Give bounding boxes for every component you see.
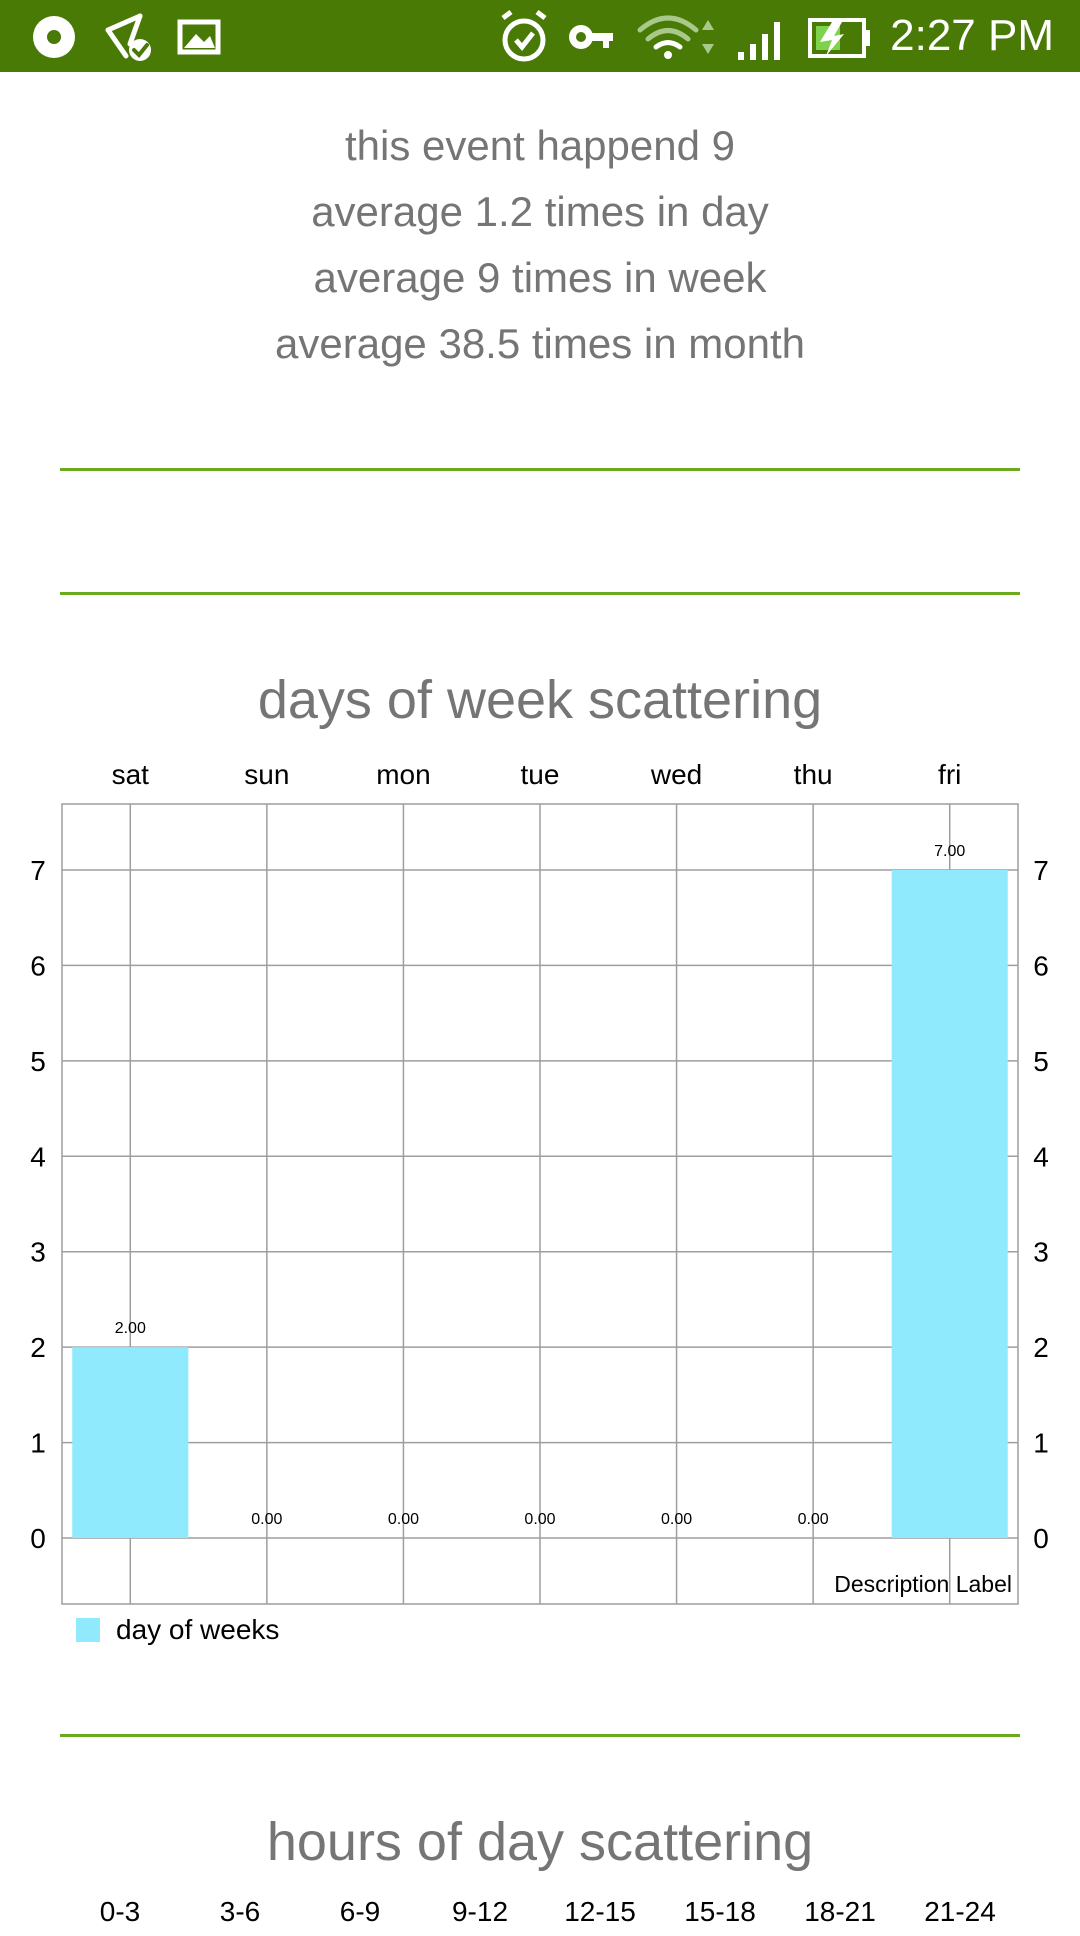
y-tick-label-right: 1	[1033, 1428, 1049, 1459]
disc-icon	[33, 16, 75, 58]
hour-x-tick-label: 9-12	[451, 1896, 509, 1927]
week-chart-title: days of week scattering	[257, 670, 823, 730]
status-time: 2:27 PM	[890, 11, 1054, 60]
y-tick-label-left: 2	[30, 1332, 46, 1363]
y-tick-label-right: 7	[1033, 855, 1049, 886]
y-tick-label-left: 5	[30, 1046, 46, 1077]
y-tick-label-right: 2	[1033, 1332, 1049, 1363]
key-icon	[569, 25, 613, 49]
bar-value-label: 0.00	[661, 1511, 692, 1528]
y-tick-label-left: 6	[30, 950, 46, 981]
y-tick-label-right: 6	[1033, 950, 1049, 981]
y-tick-label-right: 5	[1033, 1046, 1049, 1077]
status-bar: 2:27 PM	[0, 0, 1080, 72]
x-tick-label: thu	[794, 759, 833, 790]
hour-x-tick-label: 0-3	[99, 1896, 141, 1927]
divider-2	[60, 592, 1020, 595]
bar	[891, 870, 1008, 1538]
hour-x-tick-label: 18-21	[804, 1896, 876, 1927]
hour-x-tick-label: 12-15	[564, 1896, 636, 1927]
x-tick-label: fri	[938, 759, 961, 790]
divider-1	[60, 468, 1020, 471]
bar-value-label: 7.00	[934, 843, 965, 860]
event-count-text: this event happend 9	[345, 122, 735, 169]
average-day-text: average 1.2 times in day	[311, 188, 769, 235]
status-icons	[33, 10, 870, 62]
average-month-text: average 38.5 times in month	[275, 320, 805, 367]
hour-x-tick-label: 3-6	[219, 1896, 261, 1927]
y-tick-label-left: 3	[30, 1237, 46, 1268]
bar-value-label: 0.00	[388, 1511, 419, 1528]
hour-x-tick-label: 21-24	[924, 1896, 996, 1927]
signal-icon	[738, 22, 780, 60]
bar-value-label: 0.00	[524, 1511, 555, 1528]
y-tick-label-left: 1	[30, 1428, 46, 1459]
chart-description: Description Label	[834, 1571, 1012, 1597]
x-tick-label: sat	[112, 759, 150, 790]
y-tick-label-right: 3	[1033, 1237, 1049, 1268]
share-check-icon	[105, 13, 151, 61]
bar-value-label: 0.00	[798, 1511, 829, 1528]
x-tick-label: mon	[376, 759, 430, 790]
event-stats: this event happend 9 average 1.2 times i…	[0, 116, 1080, 380]
hour-chart-x-labels: 0-3 3-6 6-9 9-12 12-15 15-18 18-21 21-24	[60, 1896, 1020, 1936]
bar	[72, 1347, 189, 1538]
legend-swatch	[76, 1618, 100, 1642]
image-icon	[177, 19, 221, 55]
x-tick-label: tue	[521, 759, 560, 790]
bar-value-label: 2.00	[115, 1320, 146, 1337]
y-tick-label-left: 7	[30, 855, 46, 886]
battery-charging-icon	[808, 18, 870, 58]
average-week-text: average 9 times in week	[313, 254, 767, 301]
x-tick-label: sun	[244, 759, 289, 790]
hour-chart-title: hours of day scattering	[266, 1812, 814, 1872]
y-tick-label-right: 4	[1033, 1141, 1049, 1172]
y-tick-label-right: 0	[1033, 1523, 1049, 1554]
wifi-icon	[637, 15, 714, 59]
alarm-icon	[501, 10, 547, 62]
hour-x-tick-label: 15-18	[684, 1896, 756, 1927]
bar-value-label: 0.00	[251, 1511, 282, 1528]
legend-label: day of weeks	[116, 1614, 280, 1645]
x-tick-label: wed	[650, 759, 702, 790]
days-of-week-chart: 0 0 1 1 2 2 3 3 4 4 5 5 6 6 7 7 sat sun mon tue wed thu fri 2.0…	[30, 759, 1049, 1605]
y-tick-label-left: 4	[30, 1141, 46, 1172]
divider-3	[60, 1734, 1020, 1737]
hour-x-tick-label: 6-9	[339, 1896, 381, 1927]
chart-legend: day of weeks	[76, 1614, 279, 1646]
y-tick-label-left: 0	[30, 1523, 46, 1554]
